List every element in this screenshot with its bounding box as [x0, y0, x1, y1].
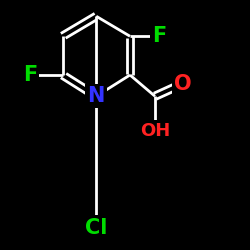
Text: OH: OH [140, 122, 170, 140]
Text: F: F [152, 26, 166, 46]
Text: Cl: Cl [85, 218, 108, 238]
Text: F: F [23, 65, 37, 85]
Text: N: N [88, 86, 105, 106]
Text: O: O [174, 74, 191, 94]
